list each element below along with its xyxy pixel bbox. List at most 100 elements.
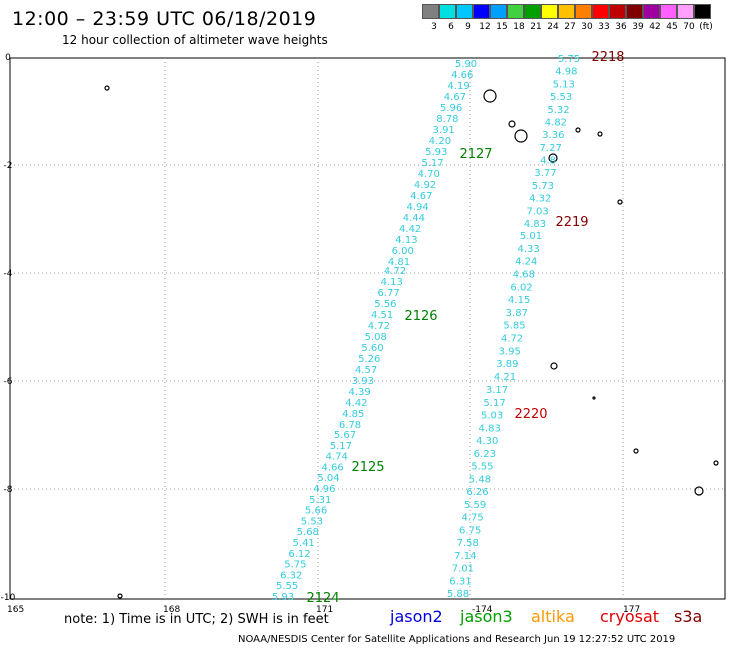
satellite-tracks: 5.75 4.985.13 5.53 5.324.82 3.36 7.27 4.83.77 5… [272,50,625,606]
colorbar-label: 36 [615,22,627,32]
wave-height-value: 4.32 [529,194,551,205]
track-id-label: 2125 [351,460,384,475]
islands [104,85,719,599]
wave-height-value: 3.36 [542,130,564,141]
colorbar-swatch [439,4,456,19]
wave-height-value: 5.04 [317,473,339,484]
x-tick-label: 165 [7,605,24,615]
wave-height-value: 5.26 [358,354,380,365]
colorbar-label: (ft) [699,22,713,32]
wave-height-value: 5.93 [425,147,447,158]
wave-height-value: 5.41 [293,538,315,549]
colorbar-label: 9 [465,22,471,32]
y-tick-label: -8 [4,485,13,495]
wave-height-value: 4.98 [555,67,577,78]
wave-height-value: 5.75 [558,54,580,65]
x-tick-label: -174 [472,605,493,615]
wave-height-value: 3.95 [499,346,521,357]
colorbar-swatch [660,4,677,19]
wave-height-value: 4.66 [451,70,473,81]
x-tick-label: 168 [163,605,180,615]
wave-height-value: 6.02 [510,282,532,293]
wave-height-value: 5.55 [471,462,493,473]
wave-height-value: 7.58 [457,538,479,549]
island-outline [592,396,596,400]
wave-height-value: 5.53 [550,92,572,103]
island-outline [117,593,123,599]
wave-height-value: 6.00 [392,246,414,257]
satellite-name: jason2 [390,607,443,626]
y-tick-label: -4 [4,269,13,279]
wave-height-value: 4.30 [476,436,498,447]
wave-height-value: 5.17 [421,158,443,169]
wave-height-value: 5.31 [309,495,331,506]
wave-height-value: 4.74 [326,452,348,463]
island-outline [550,362,558,370]
wave-height-value: 4.83 [479,423,501,434]
wave-height-value: 4.13 [381,277,403,288]
wave-height-value: 5.67 [334,430,356,441]
axis-ticks: 165 168 171 -174 177 0 -2 -4 -6 -8 -10 [1,53,641,615]
wave-height-value: 4.57 [355,365,377,376]
island-outline [633,448,639,454]
island-outline [713,460,719,466]
wave-height-value: 5.48 [469,474,491,485]
island-outline [508,120,516,128]
wave-height-value: 5.68 [297,527,319,538]
track-id-label: 2127 [459,147,492,162]
wave-height-value: 4.70 [418,169,440,180]
wave-height-value: 5.96 [440,103,462,114]
wave-height-value: 3.93 [352,376,374,387]
wave-height-value: 6.26 [466,487,488,498]
y-tick-label: -10 [1,593,16,603]
wave-height-value: 5.73 [532,181,554,192]
wave-height-value: 5.60 [361,343,383,354]
wave-height-value: 6.31 [449,576,471,587]
island-outline [575,127,581,133]
wave-height-value: 4.66 [321,462,343,473]
track-id-label: 2218 [591,50,624,65]
wave-height-value: 5.08 [365,332,387,343]
y-tick-label: -6 [4,377,13,387]
track-id-label: 2126 [404,309,437,324]
colorbar-swatch [422,4,439,19]
wave-height-value: 5.59 [464,500,486,511]
wave-height-value: 4.42 [399,224,421,235]
wave-height-value: 4.44 [403,213,425,224]
colorbar-swatch [456,4,473,19]
colorbar-label: 3 [431,22,437,32]
wave-height-value: 4.21 [494,372,516,383]
wave-height-value: 4.96 [313,484,335,495]
wave-height-value: 4.51 [371,310,393,321]
wave-height-value: 4.75 [461,513,483,524]
wave-height-value: 4.39 [349,387,371,398]
wave-height-value: 4.8 [540,156,556,167]
wave-height-value: 4.81 [388,257,410,268]
wave-height-value: 4.24 [515,257,537,268]
wave-height-value: 4.72 [384,266,406,277]
x-tick-label: 171 [316,605,333,615]
units-note: note: 1) Time is in UTC; 2) SWH is in fe… [64,612,329,627]
colorbar-swatch [626,4,643,19]
y-tick-label: -2 [4,161,13,171]
colorbar-swatch [524,4,541,19]
wave-height-value: 3.77 [534,168,556,179]
colorbar-label: 24 [547,22,559,32]
page-title: 12:00 – 23:59 UTC 06/18/2019 [12,8,317,30]
colorbar-swatch [473,4,490,19]
colorbar-label: 6 [448,22,454,32]
colorbar-label: 33 [598,22,610,32]
track-id-label: 2219 [555,215,588,230]
wave-height-value: 4.42 [345,398,367,409]
colorbar-swatch [490,4,507,19]
island-outline [104,85,110,91]
wave-height-value: 5.93 [272,592,294,603]
colorbar-label: 70 [683,22,695,32]
wave-height-value: 5.17 [330,441,352,452]
island-outline [597,131,603,137]
wave-height-value: 5.88 [447,589,469,600]
wave-height-value: 3.17 [486,385,508,396]
satellite-name: jason3 [460,607,513,626]
wave-height-value: 4.83 [524,219,546,230]
island-outline [617,199,623,205]
